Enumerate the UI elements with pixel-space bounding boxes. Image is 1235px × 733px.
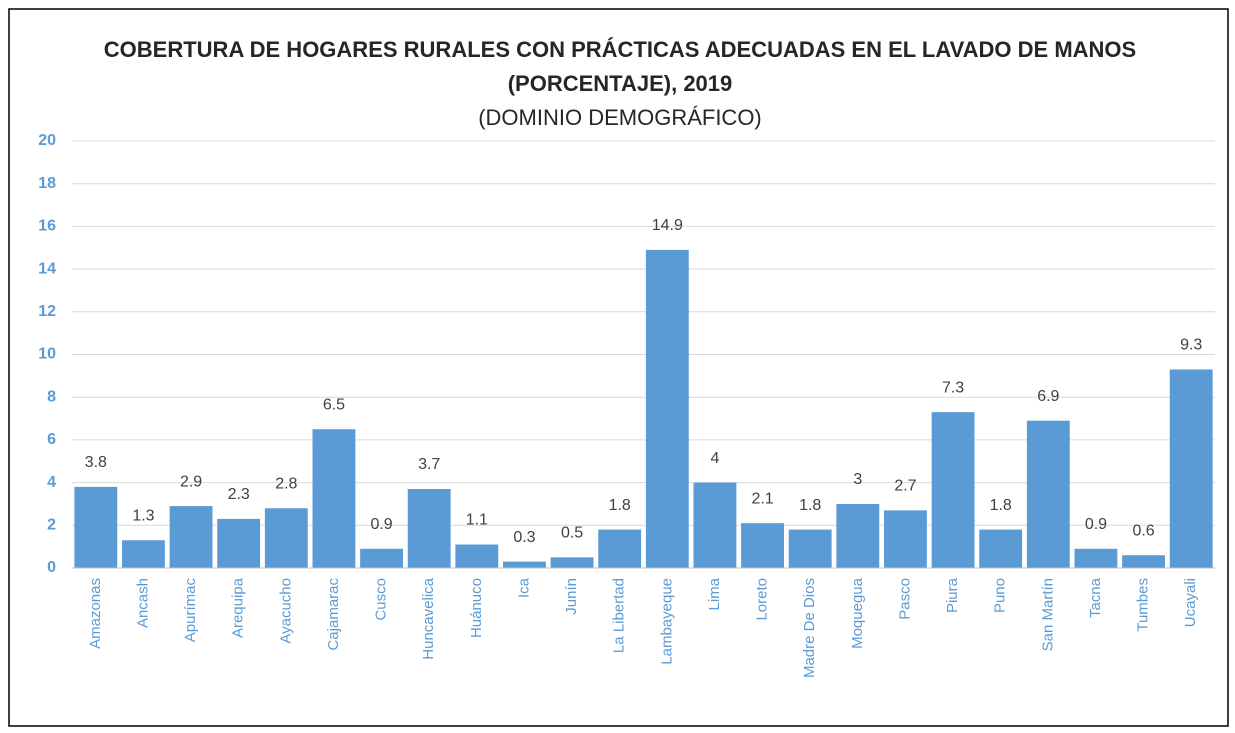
x-tick-label: Lambayeque bbox=[658, 578, 675, 665]
y-tick-label: 8 bbox=[47, 388, 56, 405]
x-tick-label: Tacna bbox=[1087, 577, 1104, 618]
y-tick-label: 18 bbox=[38, 175, 56, 192]
bar bbox=[360, 548, 403, 568]
value-label: 0.9 bbox=[1085, 516, 1107, 533]
value-label: 0.5 bbox=[561, 525, 583, 542]
x-tick-label: Ancash bbox=[134, 578, 151, 628]
bar bbox=[455, 544, 499, 568]
value-label: 2.3 bbox=[228, 486, 250, 503]
bar bbox=[693, 482, 737, 568]
x-tick-label: Madre De Dios bbox=[801, 578, 818, 678]
x-tick-label: Cusco bbox=[373, 578, 390, 621]
bar bbox=[312, 429, 356, 568]
value-label: 3.7 bbox=[418, 456, 440, 473]
bar bbox=[979, 529, 1023, 568]
x-tick-label: San Martín bbox=[1039, 578, 1056, 651]
chart-frame bbox=[8, 8, 1229, 727]
bar bbox=[74, 486, 118, 568]
bar bbox=[741, 523, 784, 568]
x-tick-label: Ucayali bbox=[1182, 578, 1199, 627]
value-label: 0.6 bbox=[1132, 522, 1154, 539]
y-tick-label: 14 bbox=[38, 260, 56, 277]
value-label: 2.8 bbox=[275, 475, 297, 492]
value-label: 3.8 bbox=[85, 454, 107, 471]
chart-title: (PORCENTAJE), 2019 bbox=[508, 71, 733, 96]
bar bbox=[931, 412, 975, 568]
y-tick-label: 20 bbox=[38, 132, 56, 149]
y-tick-label: 2 bbox=[47, 517, 56, 534]
y-tick-label: 6 bbox=[47, 431, 56, 448]
x-tick-label: Ayacucho bbox=[277, 578, 294, 644]
value-label: 2.1 bbox=[751, 490, 773, 507]
bar bbox=[407, 489, 451, 568]
value-label: 14.9 bbox=[652, 217, 683, 234]
x-tick-label: Tumbes bbox=[1135, 578, 1152, 632]
value-label: 1.8 bbox=[609, 497, 631, 514]
value-label: 1.8 bbox=[990, 497, 1012, 514]
x-tick-label: Puno bbox=[992, 578, 1009, 613]
value-label: 9.3 bbox=[1180, 337, 1202, 354]
y-tick-label: 10 bbox=[38, 346, 56, 363]
value-label: 1.1 bbox=[466, 512, 488, 529]
x-tick-label: Apurímac bbox=[182, 578, 199, 643]
value-label: 4 bbox=[710, 450, 719, 467]
value-label: 2.7 bbox=[894, 478, 916, 495]
x-tick-label: Junín bbox=[563, 578, 580, 615]
bar bbox=[884, 510, 927, 568]
value-label: 1.3 bbox=[132, 507, 154, 524]
value-label: 6.5 bbox=[323, 396, 345, 413]
bar bbox=[598, 529, 642, 568]
y-tick-label: 12 bbox=[38, 303, 56, 320]
x-tick-label: La Libertad bbox=[611, 578, 628, 653]
value-label: 1.8 bbox=[799, 497, 821, 514]
value-label: 7.3 bbox=[942, 379, 964, 396]
x-tick-label: Ica bbox=[515, 577, 532, 598]
x-tick-label: Huánuco bbox=[468, 578, 485, 638]
y-tick-label: 16 bbox=[38, 218, 56, 235]
value-label: 2.9 bbox=[180, 473, 202, 490]
value-label: 0.9 bbox=[370, 516, 392, 533]
x-tick-label: Loreto bbox=[754, 578, 771, 621]
x-tick-label: Pasco bbox=[896, 578, 913, 620]
bar bbox=[645, 249, 689, 568]
x-tick-label: Piura bbox=[944, 577, 961, 613]
bar bbox=[264, 508, 308, 568]
x-tick-label: Arequipa bbox=[230, 577, 247, 638]
x-tick-label: Moquegua bbox=[849, 577, 866, 649]
bar bbox=[217, 518, 261, 568]
bar bbox=[169, 506, 213, 568]
bar bbox=[1074, 548, 1118, 568]
x-tick-label: Huncavelica bbox=[420, 577, 437, 659]
value-label: 6.9 bbox=[1037, 388, 1059, 405]
y-tick-label: 4 bbox=[47, 474, 56, 491]
bar bbox=[836, 503, 880, 568]
x-tick-label: Amazonas bbox=[87, 578, 104, 649]
bar bbox=[1169, 369, 1213, 568]
value-label: 3 bbox=[853, 471, 862, 488]
bar bbox=[122, 540, 165, 568]
x-tick-label: Lima bbox=[706, 577, 723, 610]
x-tick-label: Cajamarac bbox=[325, 578, 342, 651]
y-tick-label: 0 bbox=[47, 559, 56, 576]
bar bbox=[1122, 555, 1165, 568]
bar bbox=[788, 529, 832, 568]
bar bbox=[503, 561, 546, 568]
value-label: 0.3 bbox=[513, 529, 535, 546]
bar bbox=[550, 557, 594, 568]
bar bbox=[1026, 420, 1070, 568]
chart-subtitle: (DOMINIO DEMOGRÁFICO) bbox=[478, 105, 762, 130]
chart-title: COBERTURA DE HOGARES RURALES CON PRÁCTIC… bbox=[104, 37, 1136, 62]
